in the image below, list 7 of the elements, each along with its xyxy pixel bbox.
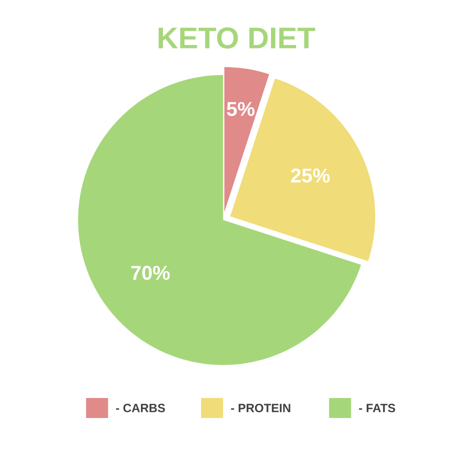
legend-label: - FATS: [359, 404, 396, 412]
chart-title: KETO DIET: [158, 27, 316, 49]
data-label: 5%: [226, 102, 254, 116]
data-label: 25%: [291, 168, 330, 183]
data-label: 70%: [131, 266, 170, 280]
legend-label: - PROTEIN: [231, 404, 290, 412]
legend-label: - CARBS: [116, 404, 165, 412]
